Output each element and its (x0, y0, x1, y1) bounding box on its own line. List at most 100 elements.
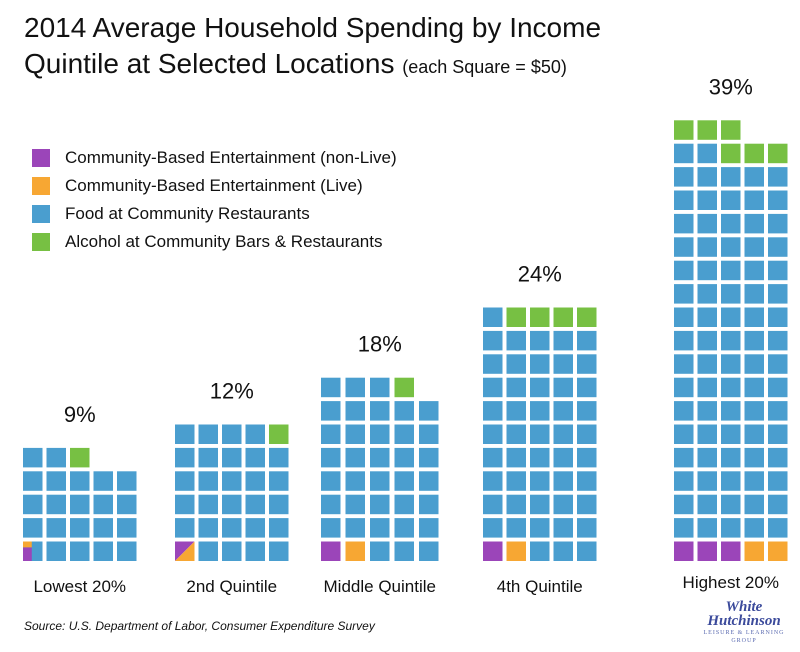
waffle-square-food-3-45 (483, 330, 503, 351)
waffle-square-food-3-36 (506, 377, 526, 398)
waffle-square-food-4-86 (697, 143, 717, 164)
waffle-square-food-4-47 (721, 330, 741, 351)
waffle-square-food-4-10 (674, 494, 694, 515)
waffle-square-food-0-2 (70, 541, 90, 561)
waffle-square-food-0-7 (70, 518, 90, 538)
waffle-square-alcohol-4-92 (721, 120, 741, 140)
waffle-square-food-0-3 (93, 541, 113, 561)
waffle-square-food-4-79 (768, 190, 788, 210)
waffle-square-food-1-10 (175, 494, 195, 515)
waffle-square-food-4-78 (744, 190, 764, 210)
title-unit-note: (each Square = $50) (402, 57, 567, 77)
category-label-2: Middle Quintile (324, 577, 436, 596)
waffle-square-alcohol-1-29 (269, 424, 289, 444)
waffle-square-food-3-30 (483, 401, 503, 421)
waffle-square-food-2-15 (321, 471, 341, 491)
waffle-square-food-1-8 (245, 518, 265, 538)
waffle-square-food-3-44 (577, 354, 597, 374)
waffle-square-food-3-6 (506, 518, 526, 538)
waffle-square-food-1-1 (198, 541, 218, 561)
waffle-square-food-1-23 (245, 447, 265, 468)
waffle-square-food-2-16 (345, 471, 365, 491)
waffle-square-food-4-82 (721, 167, 741, 187)
title-line-2: Quintile at Selected Locations (24, 48, 395, 79)
waffle-square-food-3-21 (506, 447, 526, 468)
waffle-square-food-3-27 (530, 424, 550, 444)
waffle-square-food-1-12 (222, 494, 242, 515)
legend-swatch-non-live (32, 149, 50, 167)
waffle-square-food-4-37 (721, 377, 741, 398)
waffle-square-food-4-61 (697, 260, 717, 281)
logo-tagline: LEISURE & LEARNING GROUP (703, 630, 785, 644)
waffle-square-food-4-81 (697, 167, 717, 187)
waffle-square-food-4-50 (674, 307, 694, 327)
waffle-square-food-4-8 (744, 518, 764, 538)
waffle-square-non-live-0 (23, 547, 32, 561)
waffle-square-food-3-9 (577, 518, 597, 538)
waffle-square-food-3-34 (577, 401, 597, 421)
waffle-square-food-4-42 (721, 354, 741, 374)
waffle-square-food-1-16 (198, 471, 218, 491)
waffle-square-food-3-8 (553, 518, 573, 538)
waffle-square-food-4-24 (768, 447, 788, 468)
waffle-square-food-0-8 (93, 518, 113, 538)
waffle-square-food-4-46 (697, 330, 717, 351)
waffle-square-food-4-70 (674, 213, 694, 234)
legend-swatch-alcohol (32, 233, 50, 251)
waffle-square-food-2-20 (321, 447, 341, 468)
waffle-square-food-3-17 (530, 471, 550, 491)
waffle-square-food-4-18 (744, 471, 764, 491)
waffle-square-food-3-7 (530, 518, 550, 538)
waffle-square-food-4-34 (768, 401, 788, 421)
waffle-square-food-3-19 (577, 471, 597, 491)
waffle-square-food-2-25 (321, 424, 341, 444)
waffle-square-food-4-80 (674, 167, 694, 187)
waffle-square-food-4-16 (697, 471, 717, 491)
waffle-square-food-3-32 (530, 401, 550, 421)
waffle-square-food-4-32 (721, 401, 741, 421)
legend-swatch-food (32, 205, 50, 223)
waffle-square-food-2-28 (394, 424, 414, 444)
waffle-square-food-3-35 (483, 377, 503, 398)
waffle-square-food-4-76 (697, 190, 717, 210)
waffle-square-food-2-8 (394, 518, 414, 538)
waffle-square-alcohol-2-38 (394, 377, 414, 398)
waffle-square-food-3-11 (506, 494, 526, 515)
waffle-square-food-1-24 (269, 447, 289, 468)
waffle-square-food-2-35 (321, 377, 341, 398)
waffle-square-food-4-64 (768, 260, 788, 281)
waffle-square-alcohol-4-87 (721, 143, 741, 164)
waffle-square-food-4-26 (697, 424, 717, 444)
waffle-square-food-3-29 (577, 424, 597, 444)
waffle-square-food-0-19 (117, 471, 137, 491)
waffle-square-food-2-4 (419, 541, 439, 561)
waffle-square-food-2-27 (370, 424, 390, 444)
waffle-square-food-2-34 (419, 401, 439, 421)
waffle-square-food-4-52 (721, 307, 741, 327)
share-label-0: 9% (64, 402, 96, 427)
waffle-square-food-4-48 (744, 330, 764, 351)
waffle-square-food-0-6 (46, 518, 66, 538)
waffle-square-food-0-11 (46, 494, 66, 515)
waffle-square-food-4-66 (697, 237, 717, 257)
waffle-square-alcohol-3-53 (553, 307, 573, 327)
waffle-square-food-1-15 (175, 471, 195, 491)
waffle-square-food-4-23 (744, 447, 764, 468)
waffle-square-food-2-32 (370, 401, 390, 421)
waffle-square-food-0-21 (46, 447, 66, 468)
waffle-square-food-4-20 (674, 447, 694, 468)
waffle-square-alcohol-3-52 (530, 307, 550, 327)
logo-word-1: White (725, 599, 763, 615)
waffle-square-food-2-14 (419, 494, 439, 515)
waffle-square-food-4-65 (674, 237, 694, 257)
waffle-square-non-live-3-0 (483, 541, 503, 561)
waffle-square-food-3-2 (530, 541, 550, 561)
waffle-square-food-1-20 (175, 447, 195, 468)
waffle-square-food-1-26 (198, 424, 218, 444)
waffle-square-food-3-41 (506, 354, 526, 374)
waffle-square-food-2-36 (345, 377, 365, 398)
legend-label-live: Community-Based Entertainment (Live) (65, 176, 363, 195)
waffle-square-food-3-42 (530, 354, 550, 374)
waffle-square-food-0-1 (46, 541, 66, 561)
waffle-square-food-1-13 (245, 494, 265, 515)
